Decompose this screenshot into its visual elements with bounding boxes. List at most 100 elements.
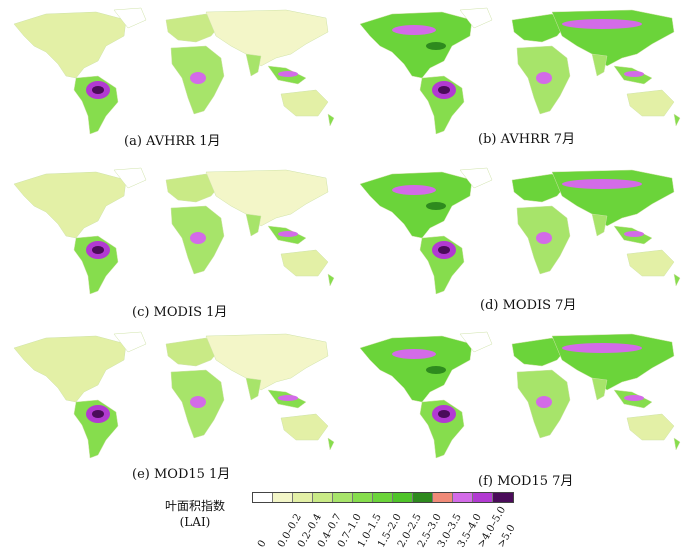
- landmass-india: [591, 53, 608, 77]
- landmass-greenland: [459, 331, 493, 353]
- landmass-greenland: [113, 167, 147, 189]
- indonesia-high-lai: [624, 231, 644, 237]
- legend-swatch: [333, 493, 353, 502]
- landmass-greenland: [459, 7, 493, 29]
- eastern-us-forest: [426, 202, 446, 210]
- legend-label: 0: [256, 538, 269, 550]
- amazon-core: [438, 86, 450, 94]
- landmass-greenland: [113, 7, 147, 29]
- map-panel-f: [352, 330, 688, 470]
- landmass-australia: [626, 89, 675, 117]
- map-panel-b: [352, 6, 688, 146]
- eastern-us-forest: [426, 366, 446, 374]
- caption-c: (c) MODIS 1月: [132, 305, 228, 320]
- legend-swatch: [393, 493, 413, 502]
- lai-legend: 叶面积指数 (LAI) 0 0.0–0.2 0.2–0.4 0.4–0.7 0.7–1.…: [150, 490, 670, 550]
- landmass-nz: [327, 273, 335, 287]
- indonesia-high-lai: [278, 231, 298, 237]
- amazon-core: [92, 246, 104, 254]
- world-map: [359, 167, 681, 295]
- landmass-australia: [626, 413, 675, 441]
- landmass-greenland: [113, 331, 147, 353]
- landmass-asia: [205, 169, 329, 227]
- landmass-asia: [551, 333, 675, 391]
- congo-high-lai: [190, 232, 206, 244]
- world-map: [13, 331, 335, 459]
- indonesia-high-lai: [624, 395, 644, 401]
- landmass-nz: [673, 437, 681, 451]
- caption-a: (a) AVHRR 1月: [124, 134, 221, 149]
- landmass-asia: [551, 169, 675, 227]
- landmass-australia: [626, 249, 675, 277]
- boreal-asia-high-lai: [562, 19, 642, 29]
- world-map: [13, 167, 335, 295]
- landmass-australia: [280, 89, 329, 117]
- legend-swatch: [373, 493, 393, 502]
- landmass-nz: [673, 273, 681, 287]
- landmass-asia: [205, 333, 329, 391]
- legend-swatch: [413, 493, 433, 502]
- indonesia-high-lai: [278, 71, 298, 77]
- world-map: [359, 331, 681, 459]
- caption-e: (e) MOD15 1月: [132, 467, 231, 482]
- legend-swatch: [473, 493, 493, 502]
- boreal-asia-high-lai: [562, 343, 642, 353]
- world-map: [359, 7, 681, 135]
- legend-swatch: [293, 493, 313, 502]
- legend-swatch: [433, 493, 453, 502]
- landmass-nz: [327, 113, 335, 127]
- legend-title: 叶面积指数 (LAI): [150, 498, 240, 530]
- landmass-india: [591, 213, 608, 237]
- landmass-northAmerica: [359, 171, 473, 239]
- boreal-na-high-lai: [392, 349, 436, 359]
- caption-f: (f) MOD15 7月: [478, 474, 574, 489]
- landmass-northAmerica: [359, 11, 473, 79]
- legend-swatch: [353, 493, 373, 502]
- boreal-asia-high-lai: [562, 179, 642, 189]
- congo-high-lai: [190, 72, 206, 84]
- congo-high-lai: [536, 232, 552, 244]
- map-panel-c: [6, 166, 346, 306]
- map-panel-d: [352, 166, 688, 306]
- legend-title-line1: 叶面积指数: [164, 499, 225, 513]
- landmass-australia: [280, 249, 329, 277]
- congo-high-lai: [536, 396, 552, 408]
- legend-swatch: [313, 493, 333, 502]
- caption-d: (d) MODIS 7月: [480, 298, 577, 313]
- legend-swatch: [253, 493, 273, 502]
- amazon-core: [438, 410, 450, 418]
- landmass-australia: [280, 413, 329, 441]
- congo-high-lai: [190, 396, 206, 408]
- caption-b: (b) AVHRR 7月: [478, 132, 576, 147]
- boreal-na-high-lai: [392, 185, 436, 195]
- landmass-nz: [327, 437, 335, 451]
- world-map: [13, 7, 335, 135]
- indonesia-high-lai: [278, 395, 298, 401]
- landmass-asia: [205, 9, 329, 67]
- landmass-greenland: [459, 167, 493, 189]
- landmass-northAmerica: [13, 335, 127, 403]
- map-panel-a: [6, 6, 346, 146]
- legend-swatch: [453, 493, 473, 502]
- legend-swatch: [493, 493, 513, 502]
- eastern-us-forest: [426, 42, 446, 50]
- legend-label: >5.0: [496, 522, 518, 550]
- amazon-core: [92, 410, 104, 418]
- amazon-core: [438, 246, 450, 254]
- landmass-northAmerica: [13, 11, 127, 79]
- legend-labels: 0 0.0–0.2 0.2–0.4 0.4–0.7 0.7–1.0 1.0–1.5 1.5–…: [252, 504, 522, 550]
- landmass-asia: [551, 9, 675, 67]
- landmass-india: [245, 53, 262, 77]
- landmass-northAmerica: [13, 171, 127, 239]
- legend-swatch: [273, 493, 293, 502]
- map-panel-e: [6, 330, 346, 470]
- indonesia-high-lai: [624, 71, 644, 77]
- legend-title-line2: (LAI): [179, 515, 211, 529]
- landmass-northAmerica: [359, 335, 473, 403]
- landmass-india: [245, 377, 262, 401]
- landmass-nz: [673, 113, 681, 127]
- congo-high-lai: [536, 72, 552, 84]
- amazon-core: [92, 86, 104, 94]
- boreal-na-high-lai: [392, 25, 436, 35]
- landmass-india: [591, 377, 608, 401]
